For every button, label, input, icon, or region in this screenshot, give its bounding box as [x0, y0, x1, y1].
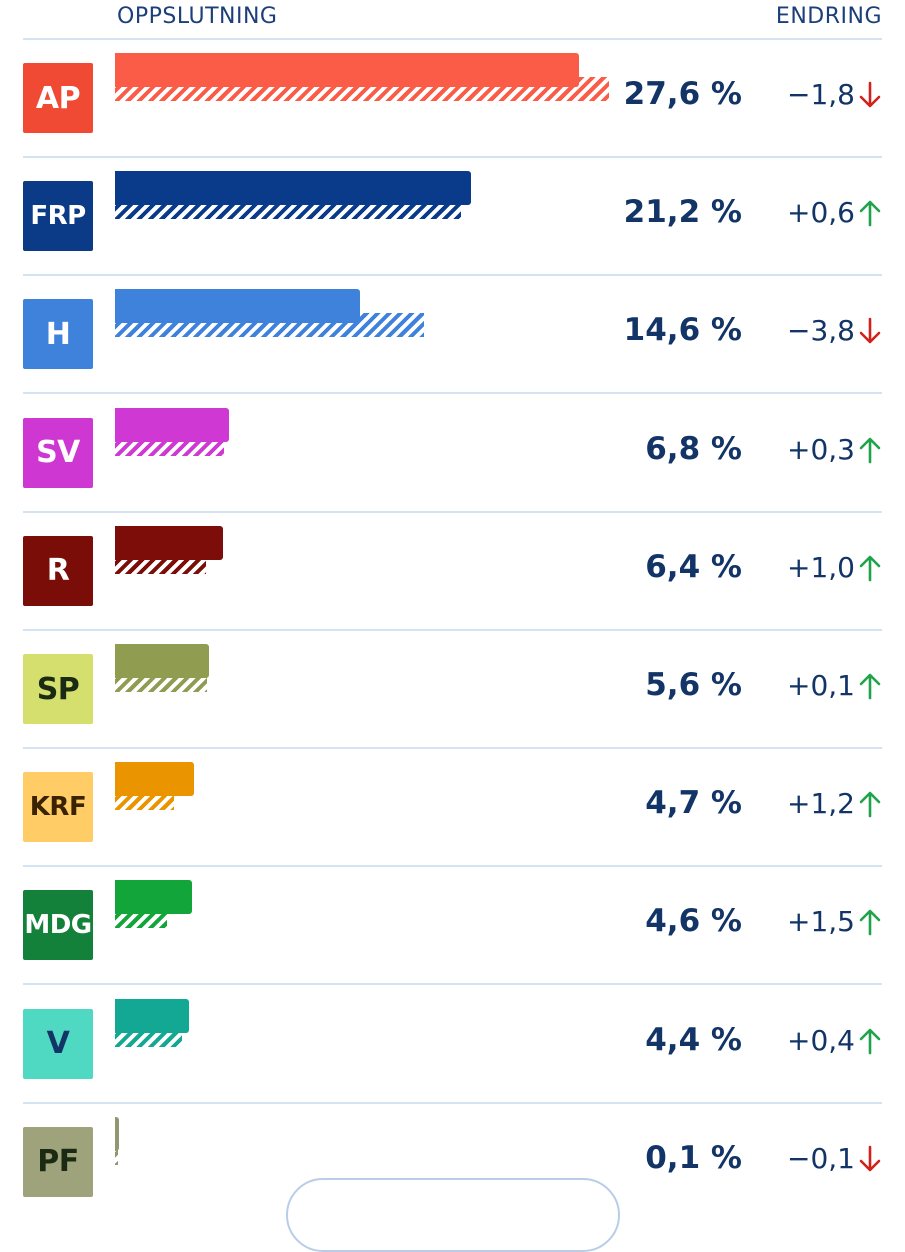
percentage-value: 14,6 %: [623, 312, 742, 349]
percentage-value: 0,1 %: [645, 1139, 742, 1176]
row-divider: [23, 983, 882, 986]
change-value: −0,1: [787, 1141, 855, 1175]
change-value: +0,1: [787, 669, 855, 702]
row-divider: [23, 510, 882, 513]
current-result-bar: [115, 644, 210, 678]
change-value: +0,3: [787, 432, 855, 466]
header-endring: ENDRING: [775, 4, 882, 29]
percentage-value: 6,8 %: [645, 430, 742, 467]
current-result-bar: [115, 880, 193, 915]
change-value: −3,8: [787, 314, 855, 348]
bar-area: [115, 158, 635, 276]
percentage-value: 27,6 %: [623, 76, 742, 112]
percentage-value: 4,6 %: [645, 903, 742, 940]
row-divider: [23, 392, 882, 395]
previous-result-bar: [115, 1140, 119, 1165]
party-badge: R: [23, 535, 93, 606]
current-result-bar: [115, 1116, 119, 1151]
party-badge: SV: [23, 417, 93, 488]
party-badge: FRP: [23, 181, 93, 252]
current-result-bar: [115, 53, 579, 87]
bar-area: [115, 867, 635, 985]
arrow-up-icon: [859, 910, 881, 936]
party-badge: AP: [23, 63, 93, 133]
arrow-up-icon: [859, 200, 881, 227]
bar-area: [115, 513, 635, 631]
row-divider: [23, 1101, 882, 1104]
current-result-bar: [115, 407, 230, 442]
bar-area: [115, 1104, 635, 1222]
percentage-value: 5,6 %: [645, 667, 742, 703]
percentage-value: 4,4 %: [645, 1021, 742, 1058]
current-result-bar: [115, 998, 189, 1033]
change-value: +0,4: [787, 1023, 855, 1057]
party-badge: KRF: [23, 772, 93, 843]
percentage-value: 21,2 %: [623, 194, 742, 231]
table-header: OPPSLUTNING ENDRING: [0, 0, 905, 38]
bar-area: [115, 749, 635, 867]
show-more-button[interactable]: [286, 1178, 620, 1252]
change-value: −1,8: [787, 78, 855, 111]
bar-area: [115, 276, 635, 394]
arrow-up-icon: [859, 555, 881, 582]
current-result-bar: [115, 525, 223, 560]
arrow-up-icon: [859, 791, 881, 818]
party-badge: V: [23, 1008, 93, 1079]
bar-area: [115, 986, 635, 1104]
bar-area: [115, 631, 635, 749]
change-value: +1,5: [787, 905, 855, 939]
arrow-down-icon: [859, 1145, 881, 1172]
current-result-bar: [115, 289, 361, 324]
party-row-sv[interactable]: SV 6,8 % +0,3: [0, 395, 905, 513]
party-row-frp[interactable]: FRP 21,2 % +0,6: [0, 158, 905, 277]
party-row-krf[interactable]: KRF 4,7 % +1,2: [0, 749, 905, 868]
party-row-sp[interactable]: SP 5,6 % +0,1: [0, 631, 905, 749]
party-badge: MDG: [23, 890, 93, 961]
change-value: +1,0: [787, 550, 855, 584]
percentage-value: 4,7 %: [645, 785, 742, 822]
party-row-mdg[interactable]: MDG 4,6 % +1,5: [0, 867, 905, 986]
party-row-h[interactable]: H 14,6 % −3,8: [0, 276, 905, 395]
change-value: +1,2: [787, 787, 855, 821]
arrow-down-icon: [859, 81, 881, 108]
row-divider: [23, 747, 882, 749]
arrow-up-icon: [859, 673, 881, 700]
party-row-r[interactable]: R 6,4 % +1,0: [0, 513, 905, 631]
current-result-bar: [115, 762, 194, 797]
party-row-ap[interactable]: AP 27,6 % −1,8: [0, 40, 905, 158]
bar-area: [115, 395, 635, 513]
header-oppslutning: OPPSLUTNING: [117, 4, 278, 29]
row-divider: [23, 865, 882, 868]
header-divider: [23, 38, 882, 40]
arrow-up-icon: [859, 437, 881, 463]
row-divider: [23, 274, 882, 277]
bar-area: [115, 40, 635, 158]
party-badge: SP: [23, 654, 93, 724]
percentage-value: 6,4 %: [645, 548, 742, 585]
party-badge: H: [23, 299, 93, 370]
party-row-pf[interactable]: PF 0,1 % −0,1: [0, 1104, 905, 1222]
arrow-up-icon: [859, 1028, 881, 1054]
row-divider: [23, 628, 882, 631]
party-badge: PF: [23, 1126, 93, 1197]
arrow-down-icon: [859, 318, 881, 344]
row-divider: [23, 156, 882, 158]
change-value: +0,6: [787, 196, 855, 230]
current-result-bar: [115, 171, 472, 206]
party-row-v[interactable]: V 4,4 % +0,4: [0, 986, 905, 1104]
